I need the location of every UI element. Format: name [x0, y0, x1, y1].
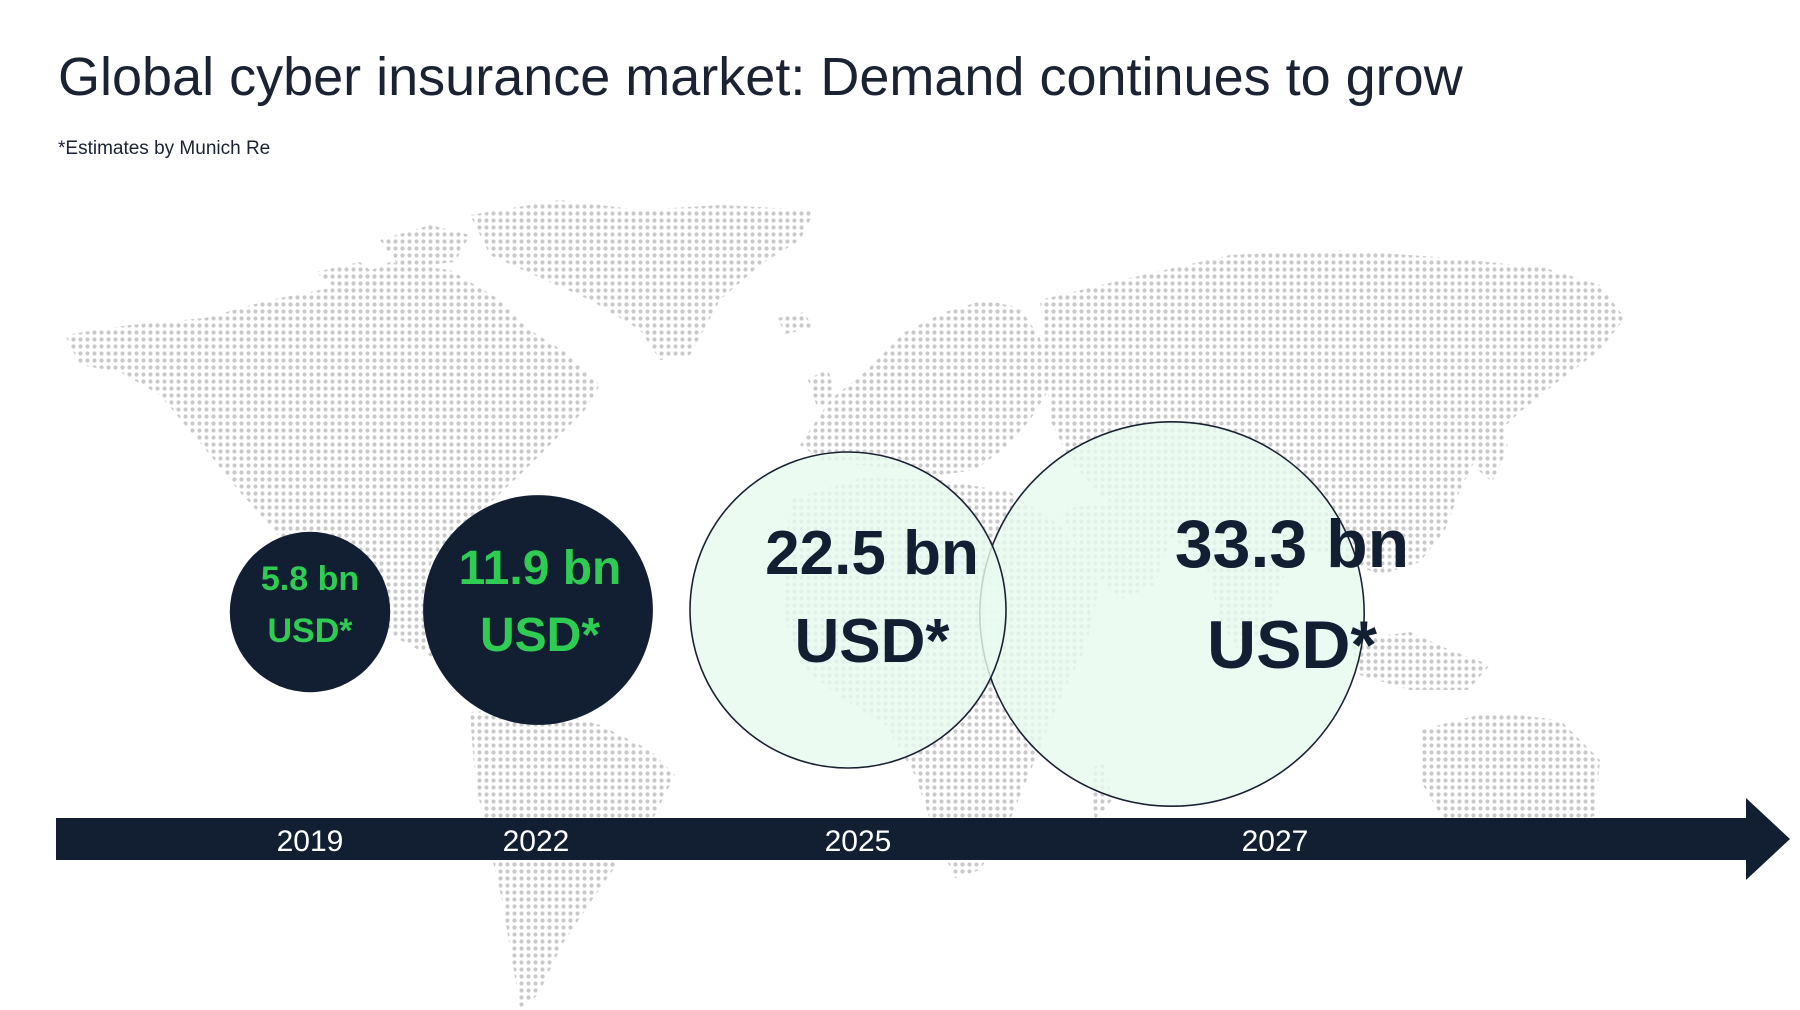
timeline-arrow [56, 798, 1790, 880]
bubble-unit-2025: USD* [794, 607, 950, 676]
timeline-arrowhead [1746, 798, 1790, 880]
bubble-2025 [689, 451, 1007, 769]
bubble-value-2025: 22.5 bn [765, 519, 979, 588]
bubble-unit-2019: USD* [267, 612, 353, 650]
bubble-2019 [229, 531, 391, 693]
year-label-2025: 2025 [825, 825, 892, 858]
year-labels-layer: 2019 2022 2025 2027 [277, 825, 1309, 858]
bubble-value-2019: 5.8 bn [261, 560, 359, 598]
bubble-unit-2027: USD* [1207, 607, 1378, 683]
bubble-2022 [423, 495, 653, 725]
bubbles-layer: 5.8 bn USD* 11.9 bn USD* 22.5 bn USD* 33.3 bn U… [229, 420, 1409, 807]
year-label-2019: 2019 [277, 825, 344, 858]
timeline-bar [56, 818, 1746, 860]
bubble-unit-2022: USD* [480, 609, 600, 662]
year-label-2022: 2022 [503, 825, 570, 858]
year-label-2027: 2027 [1242, 825, 1309, 858]
chart-title: Global cyber insurance market: Demand co… [58, 47, 1463, 107]
chart-subtitle: *Estimates by Munich Re [58, 138, 271, 159]
bubble-value-2022: 11.9 bn [459, 542, 622, 595]
bubble-value-2027: 33.3 bn [1175, 506, 1409, 582]
